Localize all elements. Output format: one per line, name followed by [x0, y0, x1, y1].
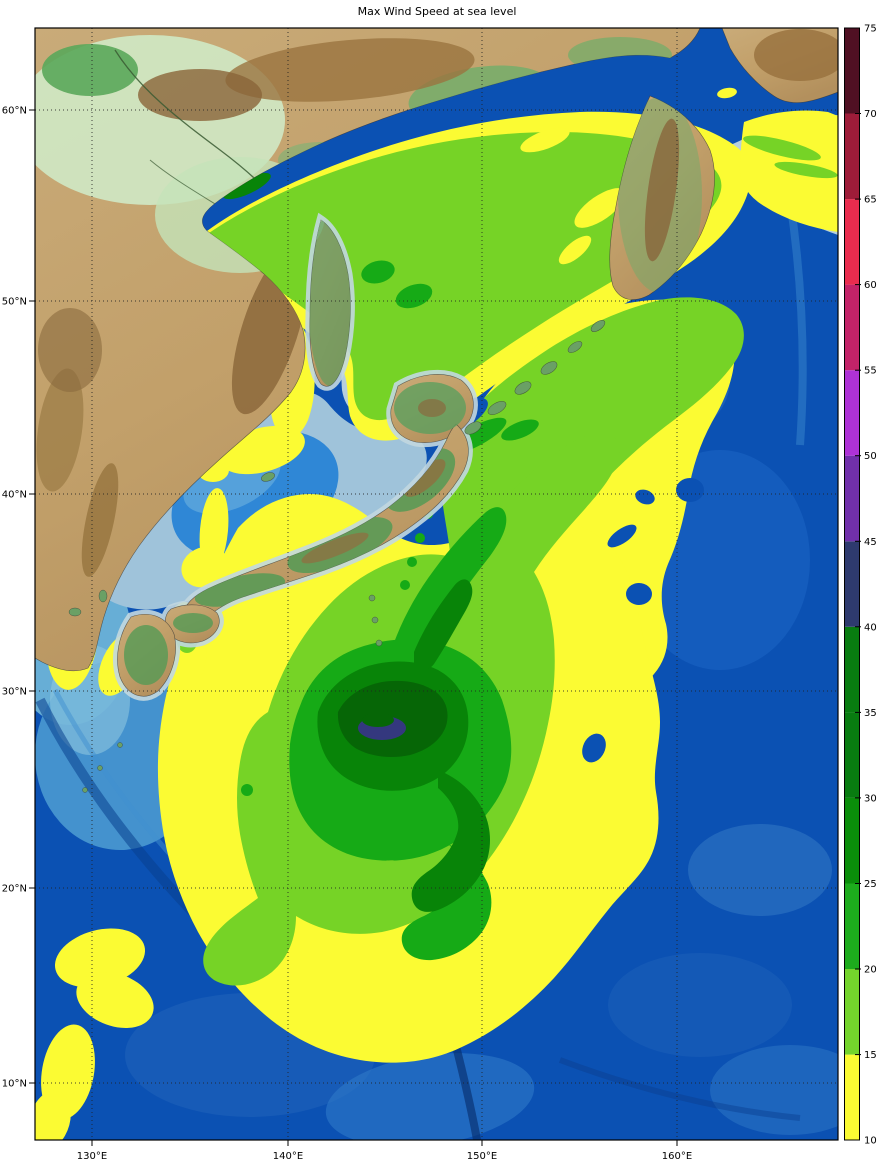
colorbar-label: 50: [864, 451, 877, 462]
lat-label: 60°N: [2, 106, 27, 117]
colorbar-segment: [844, 541, 860, 627]
colorbar-ticks: [855, 113, 861, 1056]
lat-label: 50°N: [2, 297, 27, 308]
colorbar-segment: [844, 797, 860, 884]
wind-contour-level-40-45: [358, 713, 406, 740]
colorbar-segment: [844, 28, 860, 114]
colorbar-label: 55: [864, 366, 877, 377]
lon-label: 140°E: [273, 1151, 303, 1162]
terrain-texture: [35, 29, 838, 685]
axis-ticks: [29, 109, 678, 1146]
colorbar-label: 35: [864, 708, 877, 719]
colorbar-label: 75: [864, 24, 877, 35]
tsushima-island: [98, 589, 108, 603]
kuril-island: [590, 320, 606, 332]
lat-label: 30°N: [2, 687, 27, 698]
kuril-island: [487, 401, 507, 415]
lat-label: 10°N: [2, 1079, 27, 1090]
kuril-island: [514, 381, 532, 395]
sado-island: [261, 472, 275, 482]
colorbar-label: 45: [864, 537, 877, 548]
colorbar-label: 30: [864, 793, 877, 804]
colorbar-label: 70: [864, 109, 877, 120]
colorbar-segment: [844, 969, 860, 1055]
colorbar-segment: [844, 199, 860, 285]
colorbar-segment: [844, 712, 860, 798]
colorbar-label: 40: [864, 622, 877, 633]
colorbar-segment: [844, 1054, 860, 1140]
ryukyu-island: [97, 765, 103, 771]
kuril-island: [567, 341, 583, 353]
lat-label: 40°N: [2, 490, 27, 501]
colorbar-segment: [844, 284, 860, 371]
colorbar-label: 65: [864, 195, 877, 206]
izu-island: [375, 639, 383, 647]
lat-label: 20°N: [2, 884, 27, 895]
lon-label: 150°E: [467, 1151, 497, 1162]
kuril-island: [464, 421, 482, 435]
map-frame: [34, 27, 839, 1141]
colorbar-label: 60: [864, 280, 877, 291]
colorbar-labels: 75 70 65 60 55 50 45 40 35 30 25 20 15 1…: [864, 24, 877, 1147]
lon-label: 130°E: [77, 1151, 107, 1162]
jeju-island: [68, 607, 82, 617]
colorbar-segment: [844, 455, 860, 542]
colorbar-segment: [844, 113, 860, 200]
ryukyu-island: [82, 787, 88, 793]
x-axis-labels: 130°E 140°E 150°E 160°E: [77, 1151, 692, 1162]
colorbar-label: 25: [864, 879, 877, 890]
colorbar: 75 70 65 60 55 50 45 40 35 30 25 20 15 1…: [844, 24, 877, 1147]
graticule: [35, 28, 838, 1140]
colorbar-label: 20: [864, 965, 877, 976]
eyewall-notch: [362, 713, 394, 727]
plot-title: Max Wind Speed at sea level: [358, 5, 517, 18]
colorbar-segment: [844, 370, 860, 456]
small-islands: [68, 320, 606, 793]
izu-island: [371, 616, 379, 624]
lon-label: 160°E: [662, 1151, 692, 1162]
colorbar-segment: [844, 626, 860, 713]
colorbar-label: 10: [864, 1136, 877, 1147]
map-canvas: [35, 28, 838, 1140]
colorbar-segment: [844, 883, 860, 969]
colorbar-label: 15: [864, 1050, 877, 1061]
kuril-island: [540, 361, 558, 375]
ryukyu-island: [117, 742, 123, 748]
y-axis-labels: 60°N 50°N 40°N 30°N 20°N 10°N: [2, 106, 27, 1090]
izu-island: [368, 594, 376, 602]
colorbar-outline: [844, 27, 860, 1141]
